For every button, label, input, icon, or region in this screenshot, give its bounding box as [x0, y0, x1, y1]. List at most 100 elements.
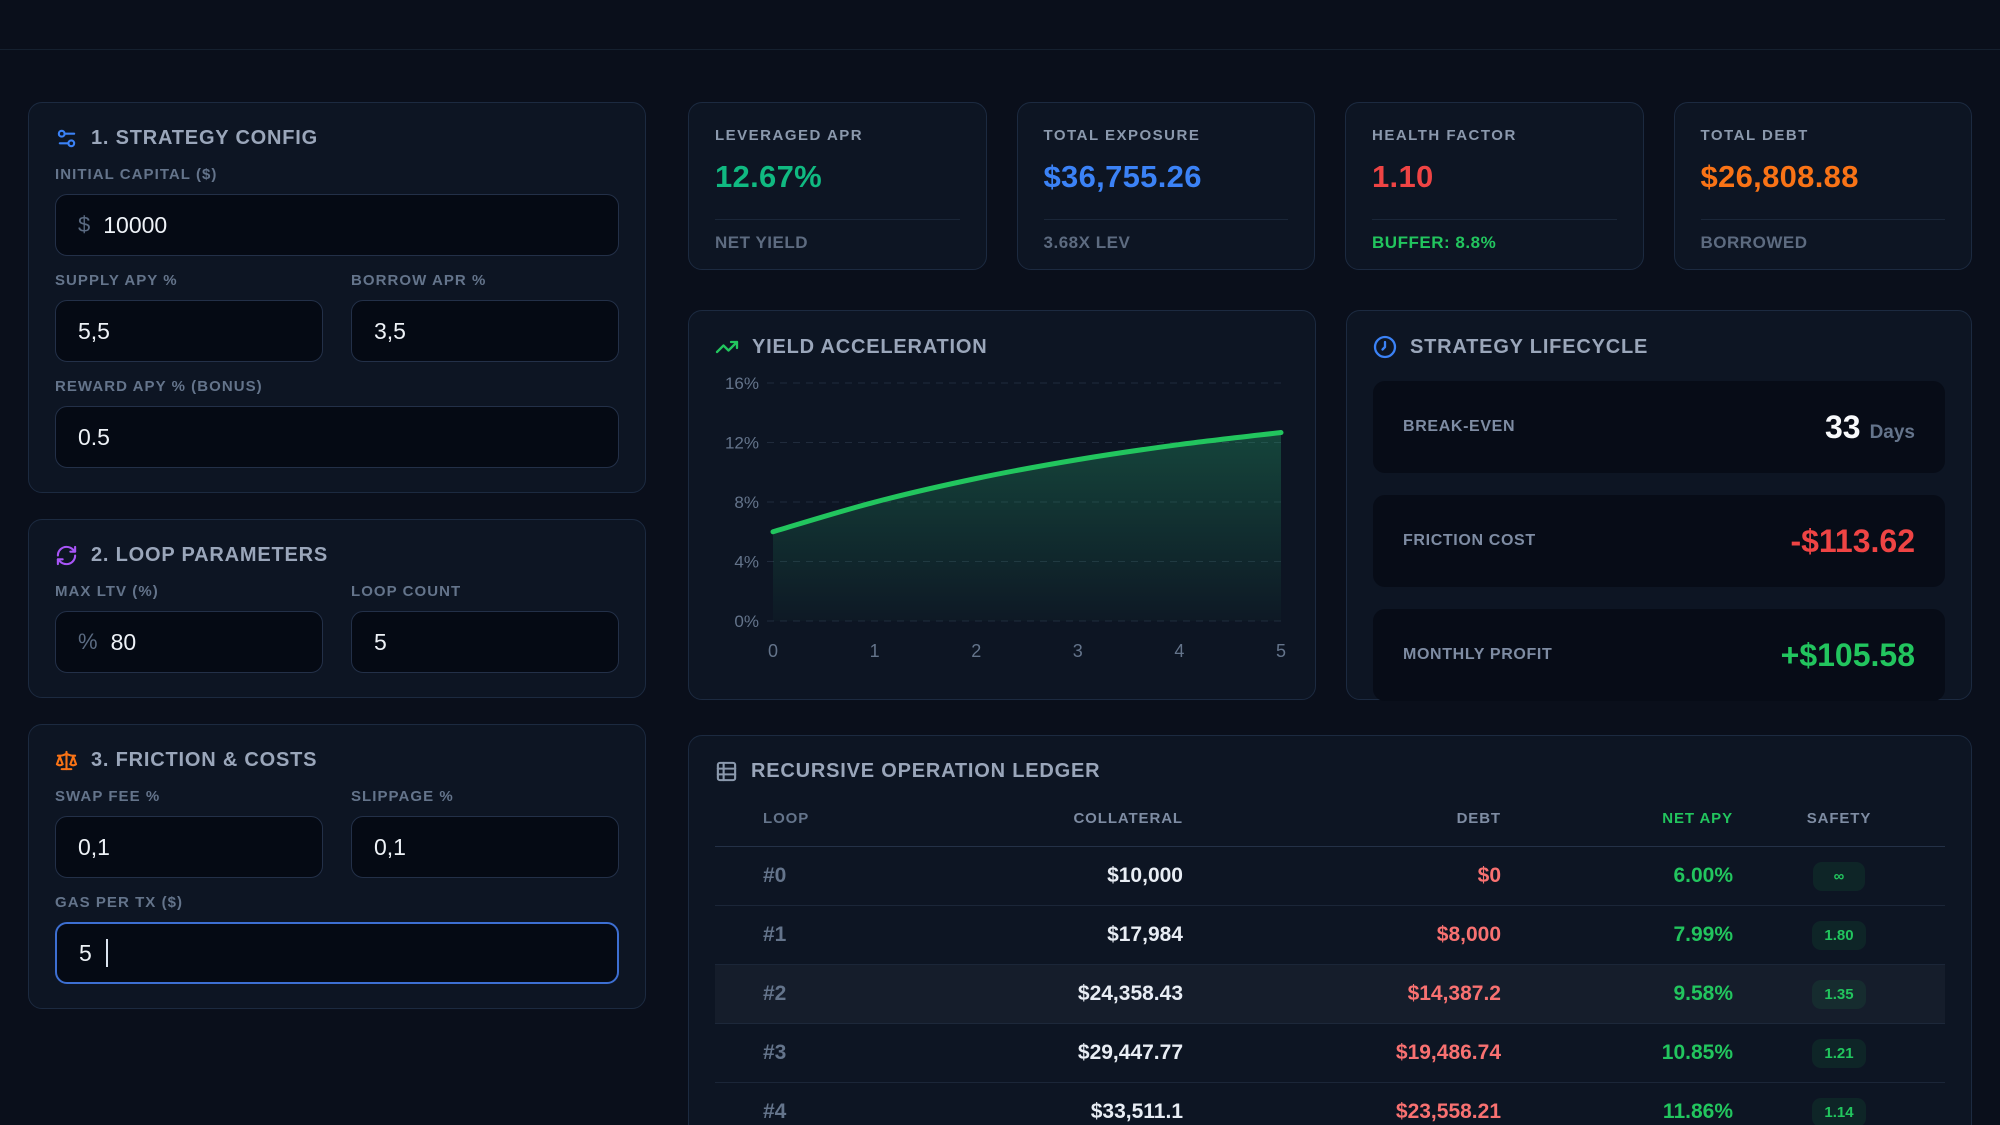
- yield-chart-wrap: 0% 4% 8% 12% 16% 0 1 2 3 4 5: [715, 369, 1289, 674]
- recursive-operation-ledger-panel: RECURSIVE OPERATION LEDGER LOOP COLLATER…: [688, 735, 1972, 1125]
- loop-cell: #3: [763, 1041, 787, 1064]
- column-header-collateral: COLLATERAL: [1073, 810, 1183, 827]
- panel-title-text: 2. LOOP PARAMETERS: [91, 544, 329, 566]
- swap-fee-label: SWAP FEE %: [55, 788, 161, 805]
- break-even-suffix: Days: [1869, 421, 1915, 443]
- stats-row: LEVERAGED APR 12.67% NET YIELD TOTAL EXP…: [688, 102, 1972, 270]
- net-apy-cell: 7.99%: [1673, 923, 1733, 946]
- stat-sublabel: NET YIELD: [715, 233, 809, 252]
- chart-line: [770, 430, 1284, 535]
- divider: [1043, 219, 1288, 220]
- loop-count-label: LOOP COUNT: [351, 583, 462, 600]
- monthly-profit-label: MONTHLY PROFIT: [1403, 646, 1553, 663]
- stat-sublabel: BUFFER: 8.8%: [1372, 233, 1497, 252]
- loop-parameters-panel: 2. LOOP PARAMETERS MAX LTV (%) % 80 LOOP…: [28, 519, 646, 698]
- chart-area-fill: [773, 432, 1281, 621]
- net-apy-cell: 9.58%: [1673, 982, 1733, 1005]
- top-divider: [0, 0, 2000, 50]
- net-apy-cell: 10.85%: [1661, 1041, 1733, 1064]
- strategy-lifecycle-title: STRATEGY LIFECYCLE: [1373, 335, 1945, 359]
- loop-cell: #4: [763, 1100, 787, 1123]
- debt-cell: $0: [1477, 864, 1501, 887]
- column-header-debt: DEBT: [1456, 810, 1501, 827]
- friction-costs-title: 3. FRICTION & COSTS: [55, 749, 619, 772]
- middle-row: YIELD ACCELERATION 0% 4% 8% 12% 16%: [688, 310, 1972, 701]
- max-ltv-value: 80: [110, 628, 137, 655]
- slippage-label: SLIPPAGE %: [351, 788, 454, 805]
- strategy-lifecycle-panel: STRATEGY LIFECYCLE BREAK-EVEN 33 Days FRI…: [1346, 310, 1972, 701]
- column-header-net-apy: NET APY: [1662, 810, 1733, 827]
- slippage-value: 0,1: [374, 833, 406, 860]
- table-icon: [716, 761, 737, 782]
- collateral-cell: $17,984: [1107, 923, 1183, 946]
- ledger-row-1: #1 $17,984 $8,000 7.99% 1.80: [715, 906, 1945, 965]
- safety-badge: 1.80: [1812, 920, 1866, 950]
- svg-text:3: 3: [1073, 641, 1083, 661]
- sliders-icon: [57, 129, 76, 148]
- safety-badge: 1.21: [1812, 1038, 1866, 1068]
- safety-badge: 1.35: [1812, 979, 1866, 1009]
- stat-sublabel: BORROWED: [1700, 233, 1808, 252]
- safety-badge: 1.14: [1812, 1097, 1866, 1125]
- max-ltv-input[interactable]: % 80: [55, 611, 323, 673]
- supply-apy-input[interactable]: 5,5: [55, 300, 323, 362]
- main-content: 1. STRATEGY CONFIG INITIAL CAPITAL ($) $…: [0, 50, 2000, 1125]
- loop-count-value: 5: [374, 628, 387, 655]
- svg-text:16%: 16%: [725, 374, 759, 393]
- ledger-header-row: LOOP COLLATERAL DEBT NET APY SAFETY: [715, 791, 1945, 847]
- reward-apy-input[interactable]: 0.5: [55, 406, 619, 468]
- svg-text:8%: 8%: [734, 493, 759, 512]
- break-even-label: BREAK-EVEN: [1403, 418, 1516, 435]
- swap-fee-input[interactable]: 0,1: [55, 816, 323, 878]
- collateral-cell: $29,447.77: [1077, 1041, 1183, 1064]
- borrow-apr-value: 3,5: [374, 317, 406, 344]
- initial-capital-input[interactable]: $ 10000: [55, 194, 619, 256]
- ledger-row-2: #2 $24,358.43 $14,387.2 9.58% 1.35: [715, 965, 1945, 1024]
- svg-text:1: 1: [870, 641, 880, 661]
- divider: [1700, 219, 1945, 220]
- stat-value: 12.67%: [715, 159, 822, 194]
- loop-count-input[interactable]: 5: [351, 611, 619, 673]
- yield-acceleration-title: YIELD ACCELERATION: [715, 335, 1289, 359]
- yield-chart: 0% 4% 8% 12% 16% 0 1 2 3 4 5: [725, 374, 1286, 661]
- panel-title-text: YIELD ACCELERATION: [752, 335, 988, 358]
- safety-badge: ∞: [1813, 861, 1865, 891]
- stat-label: TOTAL DEBT: [1700, 127, 1809, 144]
- gas-per-tx-label: GAS PER TX ($): [55, 894, 184, 911]
- safety-cell: 1.35: [1733, 979, 1945, 1009]
- supply-apy-value: 5,5: [78, 317, 110, 344]
- strategy-config-title: 1. STRATEGY CONFIG: [55, 127, 619, 150]
- stat-label: TOTAL EXPOSURE: [1043, 127, 1201, 144]
- slippage-input[interactable]: 0,1: [351, 816, 619, 878]
- collateral-cell: $10,000: [1107, 864, 1183, 887]
- text-caret: [105, 939, 108, 967]
- gas-per-tx-value: 5: [79, 939, 92, 966]
- svg-text:12%: 12%: [725, 434, 759, 453]
- stat-label: HEALTH FACTOR: [1372, 127, 1517, 144]
- stat-card-total-exposure: TOTAL EXPOSURE $36,755.26 3.68X LEV: [1016, 102, 1315, 270]
- safety-cell: 1.21: [1733, 1038, 1945, 1068]
- net-apy-cell: 6.00%: [1673, 864, 1733, 887]
- debt-cell: $8,000: [1436, 923, 1501, 946]
- column-header-loop: LOOP: [763, 810, 810, 827]
- borrow-apr-label: BORROW APR %: [351, 272, 487, 289]
- divider: [715, 219, 960, 220]
- svg-text:0: 0: [768, 641, 778, 661]
- svg-text:4%: 4%: [734, 553, 759, 572]
- borrow-apr-input[interactable]: 3,5: [351, 300, 619, 362]
- svg-text:4: 4: [1174, 641, 1184, 661]
- gas-per-tx-input[interactable]: 5: [55, 922, 619, 984]
- friction-cost-value: -$113.62: [1790, 522, 1915, 559]
- svg-text:5: 5: [1276, 641, 1286, 661]
- panel-title-text: RECURSIVE OPERATION LEDGER: [751, 760, 1101, 782]
- panel-title-text: 1. STRATEGY CONFIG: [91, 127, 319, 149]
- chart-y-axis-labels: 0% 4% 8% 12% 16%: [725, 374, 759, 631]
- loop-cell: #1: [763, 923, 787, 946]
- max-ltv-label: MAX LTV (%): [55, 583, 159, 600]
- supply-apy-label: SUPPLY APY %: [55, 272, 178, 289]
- reward-apy-label: REWARD APY % (BONUS): [55, 378, 263, 395]
- break-even-value: 33: [1824, 408, 1861, 445]
- reward-apy-value: 0.5: [78, 423, 110, 450]
- safety-cell: 1.80: [1733, 920, 1945, 950]
